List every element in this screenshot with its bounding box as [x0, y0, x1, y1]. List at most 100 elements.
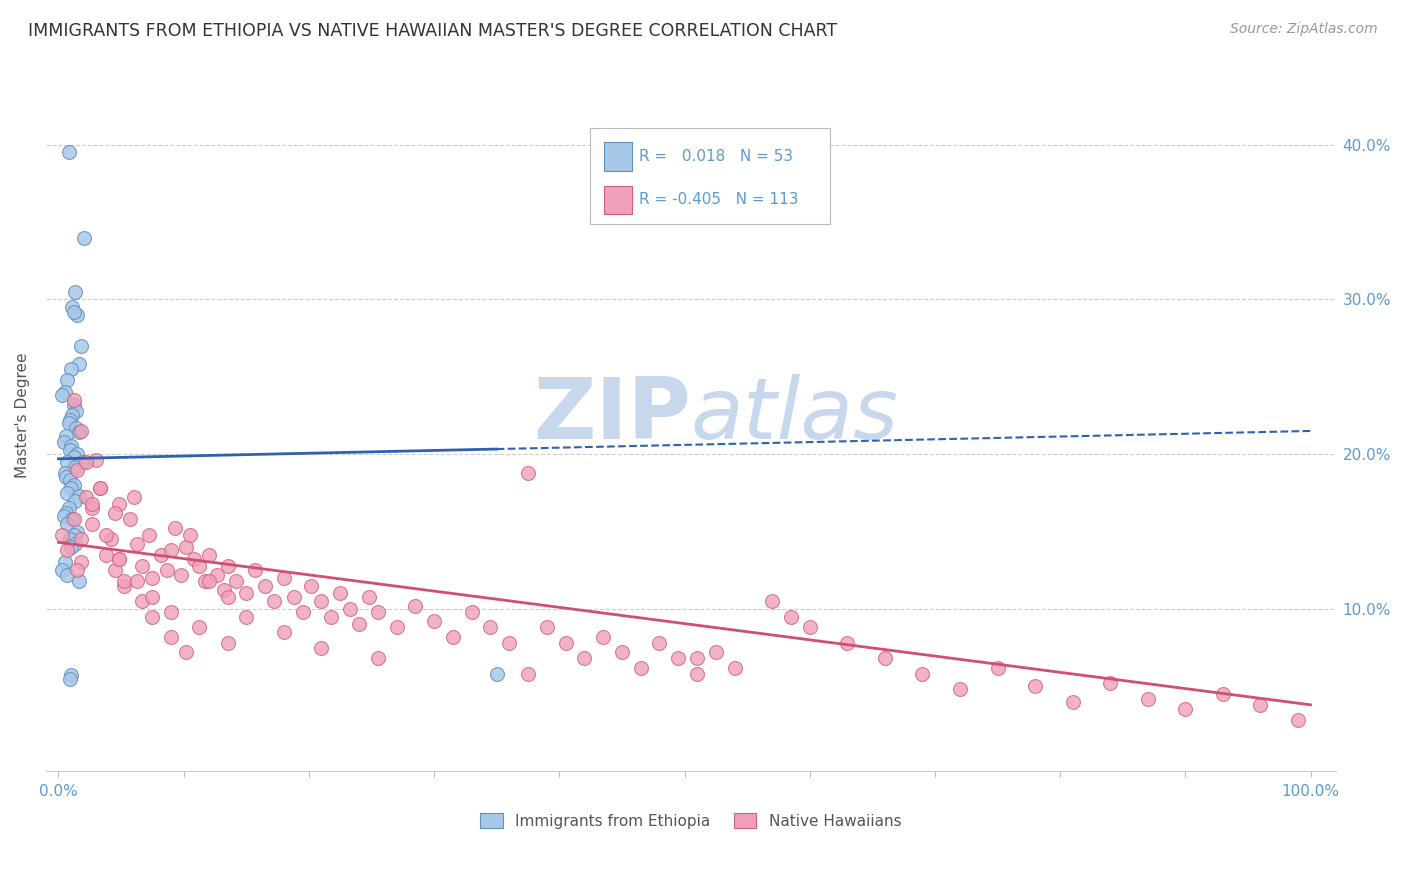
- Point: [1062, 695, 1084, 709]
- Point: [299, 579, 322, 593]
- Point: [62, 512, 84, 526]
- Legend: Immigrants from Ethiopia, Native Hawaiians: Immigrants from Ethiopia, Native Hawaiia…: [474, 806, 907, 835]
- Point: [60, 668, 83, 682]
- Point: [225, 574, 247, 588]
- Point: [174, 540, 197, 554]
- Point: [217, 636, 239, 650]
- Point: [84, 453, 107, 467]
- Point: [60, 439, 83, 453]
- Point: [56, 373, 79, 387]
- Point: [686, 666, 709, 681]
- Point: [104, 506, 127, 520]
- Point: [160, 543, 183, 558]
- Point: [66, 524, 89, 539]
- Point: [517, 666, 540, 681]
- Point: [72, 230, 94, 244]
- Point: [56, 516, 79, 531]
- Point: [67, 489, 90, 503]
- Point: [174, 645, 197, 659]
- Point: [75, 455, 97, 469]
- Point: [131, 558, 153, 573]
- Point: [59, 474, 82, 488]
- Text: atlas: atlas: [690, 374, 898, 457]
- Point: [1136, 691, 1159, 706]
- Point: [67, 425, 90, 440]
- Point: [441, 630, 464, 644]
- Point: [58, 416, 80, 430]
- Text: R =   0.018   N = 53: R = 0.018 N = 53: [640, 149, 793, 164]
- Point: [51, 388, 73, 402]
- Point: [112, 574, 135, 588]
- Point: [243, 563, 266, 577]
- Point: [82, 516, 104, 531]
- Point: [212, 583, 235, 598]
- Point: [127, 574, 149, 588]
- Point: [107, 497, 129, 511]
- Point: [479, 620, 502, 634]
- Point: [460, 605, 482, 619]
- Point: [58, 501, 80, 516]
- Point: [329, 586, 352, 600]
- Point: [187, 558, 209, 573]
- Point: [347, 617, 370, 632]
- Point: [67, 574, 90, 588]
- Point: [311, 640, 333, 655]
- Point: [217, 558, 239, 573]
- Point: [283, 590, 305, 604]
- Point: [107, 552, 129, 566]
- Point: [62, 305, 84, 319]
- Point: [72, 455, 94, 469]
- Point: [648, 636, 671, 650]
- Point: [66, 563, 89, 577]
- Point: [1174, 702, 1197, 716]
- Point: [423, 614, 446, 628]
- Point: [66, 447, 89, 461]
- Point: [66, 462, 89, 476]
- Point: [311, 594, 333, 608]
- Point: [187, 620, 209, 634]
- Point: [58, 145, 80, 160]
- Point: [131, 594, 153, 608]
- Point: [141, 609, 163, 624]
- Point: [138, 527, 160, 541]
- Point: [60, 481, 83, 495]
- Point: [59, 672, 82, 686]
- Point: [107, 552, 129, 566]
- Point: [56, 567, 79, 582]
- Point: [404, 599, 426, 613]
- Point: [160, 605, 183, 619]
- Point: [63, 459, 86, 474]
- Point: [254, 579, 277, 593]
- Point: [780, 609, 803, 624]
- Point: [70, 556, 93, 570]
- Point: [1024, 679, 1046, 693]
- Point: [63, 493, 86, 508]
- Point: [59, 533, 82, 547]
- Point: [56, 543, 79, 558]
- Point: [574, 651, 596, 665]
- Point: [59, 442, 82, 457]
- Point: [911, 666, 934, 681]
- Point: [75, 491, 97, 505]
- Point: [554, 636, 576, 650]
- Point: [82, 501, 104, 516]
- Point: [179, 527, 201, 541]
- Point: [141, 590, 163, 604]
- Point: [53, 466, 76, 480]
- Point: [197, 548, 219, 562]
- Point: [60, 300, 83, 314]
- Point: [367, 605, 389, 619]
- Point: [70, 533, 93, 547]
- Point: [55, 428, 77, 442]
- Point: [62, 527, 84, 541]
- Point: [498, 636, 520, 650]
- Y-axis label: Master's Degree: Master's Degree: [15, 352, 30, 478]
- Point: [55, 506, 77, 520]
- Point: [51, 527, 73, 541]
- Point: [55, 470, 77, 484]
- Point: [385, 620, 408, 634]
- Point: [1286, 714, 1309, 728]
- Point: [52, 509, 75, 524]
- Point: [235, 586, 257, 600]
- Point: [592, 630, 614, 644]
